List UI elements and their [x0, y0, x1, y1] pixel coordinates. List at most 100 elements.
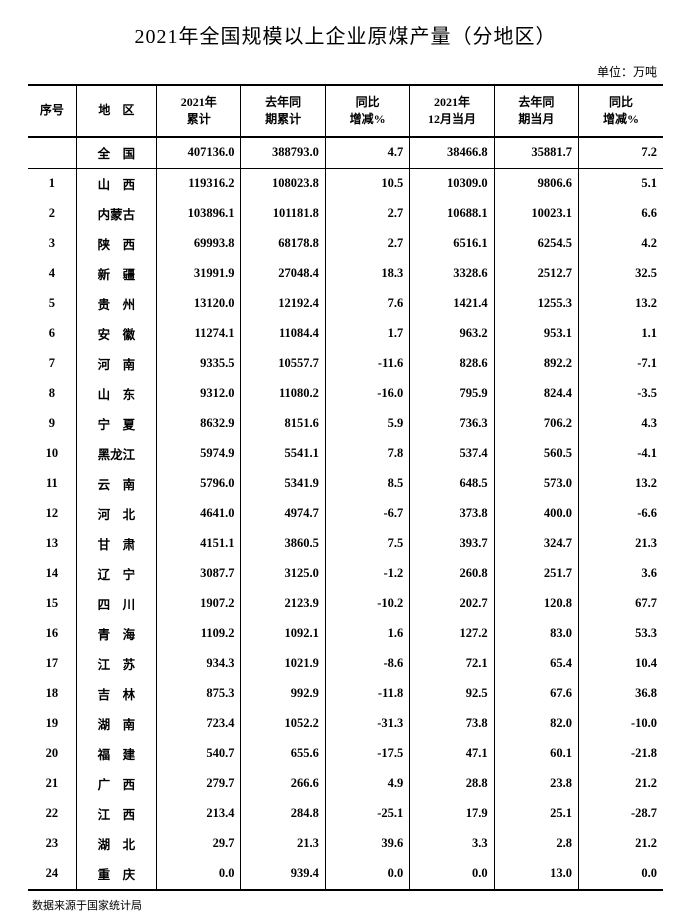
cell-region: 四 川 — [76, 589, 156, 619]
cell-cumprev: 5541.1 — [241, 439, 325, 469]
cell-idx: 18 — [28, 679, 76, 709]
cell-region: 山 西 — [76, 168, 156, 199]
cell-yoydec: -3.5 — [579, 379, 663, 409]
cell-cumprev: 939.4 — [241, 859, 325, 890]
cell-cum2021: 9312.0 — [157, 379, 241, 409]
cell-idx — [28, 137, 76, 169]
cell-idx: 23 — [28, 829, 76, 859]
cell-cumprev: 10557.7 — [241, 349, 325, 379]
cell-decprev: 560.5 — [494, 439, 578, 469]
table-row: 10黑龙江5974.95541.17.8537.4560.5-4.1 — [28, 439, 663, 469]
cell-decprev: 35881.7 — [494, 137, 578, 169]
page-title: 2021年全国规模以上企业原煤产量（分地区） — [28, 20, 663, 49]
cell-region: 河 南 — [76, 349, 156, 379]
col-decprev: 去年同 期当月 — [494, 85, 578, 137]
cell-yoycum: -1.2 — [325, 559, 409, 589]
table-row: 2内蒙古103896.1101181.82.710688.110023.16.6 — [28, 199, 663, 229]
cell-dec2021: 0.0 — [410, 859, 494, 890]
cell-cumprev: 1092.1 — [241, 619, 325, 649]
cell-yoycum: -6.7 — [325, 499, 409, 529]
cell-cum2021: 0.0 — [157, 859, 241, 890]
cell-decprev: 573.0 — [494, 469, 578, 499]
cell-decprev: 10023.1 — [494, 199, 578, 229]
table-row: 23湖 北29.721.339.63.32.821.2 — [28, 829, 663, 859]
cell-yoydec: 5.1 — [579, 168, 663, 199]
cell-region: 江 苏 — [76, 649, 156, 679]
cell-cumprev: 8151.6 — [241, 409, 325, 439]
cell-region: 云 南 — [76, 469, 156, 499]
cell-decprev: 2.8 — [494, 829, 578, 859]
cell-cumprev: 27048.4 — [241, 259, 325, 289]
cell-region: 辽 宁 — [76, 559, 156, 589]
cell-region: 山 东 — [76, 379, 156, 409]
cell-cum2021: 5796.0 — [157, 469, 241, 499]
cell-cum2021: 4641.0 — [157, 499, 241, 529]
cell-cum2021: 11274.1 — [157, 319, 241, 349]
cell-region: 黑龙江 — [76, 439, 156, 469]
unit-label: 单位：万吨 — [28, 63, 663, 80]
cell-yoydec: 21.2 — [579, 769, 663, 799]
cell-yoydec: 21.2 — [579, 829, 663, 859]
cell-yoycum: -10.2 — [325, 589, 409, 619]
cell-yoydec: -4.1 — [579, 439, 663, 469]
cell-cumprev: 21.3 — [241, 829, 325, 859]
cell-yoycum: 18.3 — [325, 259, 409, 289]
cell-yoydec: 67.7 — [579, 589, 663, 619]
data-table: 序号 地 区 2021年 累计 去年同 期累计 同比 增减% 2021年 12月… — [28, 84, 663, 891]
cell-region: 全 国 — [76, 137, 156, 169]
cell-region: 甘 肃 — [76, 529, 156, 559]
cell-dec2021: 736.3 — [410, 409, 494, 439]
cell-decprev: 65.4 — [494, 649, 578, 679]
cell-yoycum: 5.9 — [325, 409, 409, 439]
cell-region: 广 西 — [76, 769, 156, 799]
cell-cum2021: 69993.8 — [157, 229, 241, 259]
cell-cumprev: 284.8 — [241, 799, 325, 829]
cell-decprev: 1255.3 — [494, 289, 578, 319]
cell-dec2021: 127.2 — [410, 619, 494, 649]
cell-region: 吉 林 — [76, 679, 156, 709]
cell-cumprev: 992.9 — [241, 679, 325, 709]
cell-dec2021: 648.5 — [410, 469, 494, 499]
cell-yoydec: -7.1 — [579, 349, 663, 379]
cell-yoycum: -25.1 — [325, 799, 409, 829]
cell-cumprev: 11084.4 — [241, 319, 325, 349]
cell-region: 福 建 — [76, 739, 156, 769]
cell-dec2021: 3328.6 — [410, 259, 494, 289]
cell-dec2021: 828.6 — [410, 349, 494, 379]
cell-idx: 3 — [28, 229, 76, 259]
cell-region: 青 海 — [76, 619, 156, 649]
cell-region: 新 疆 — [76, 259, 156, 289]
cell-idx: 19 — [28, 709, 76, 739]
cell-decprev: 2512.7 — [494, 259, 578, 289]
cell-cumprev: 11080.2 — [241, 379, 325, 409]
cell-yoydec: 4.3 — [579, 409, 663, 439]
table-row: 6安 徽11274.111084.41.7963.2953.11.1 — [28, 319, 663, 349]
cell-decprev: 9806.6 — [494, 168, 578, 199]
cell-cum2021: 29.7 — [157, 829, 241, 859]
cell-yoycum: -17.5 — [325, 739, 409, 769]
cell-cum2021: 723.4 — [157, 709, 241, 739]
cell-dec2021: 6516.1 — [410, 229, 494, 259]
cell-yoycum: -8.6 — [325, 649, 409, 679]
cell-cumprev: 101181.8 — [241, 199, 325, 229]
cell-cumprev: 3125.0 — [241, 559, 325, 589]
table-row: 17江 苏934.31021.9-8.672.165.410.4 — [28, 649, 663, 679]
table-row: 20福 建540.7655.6-17.547.160.1-21.8 — [28, 739, 663, 769]
cell-yoycum: 7.6 — [325, 289, 409, 319]
cell-dec2021: 38466.8 — [410, 137, 494, 169]
cell-decprev: 13.0 — [494, 859, 578, 890]
cell-yoycum: 4.7 — [325, 137, 409, 169]
col-cum2021: 2021年 累计 — [157, 85, 241, 137]
cell-decprev: 23.8 — [494, 769, 578, 799]
cell-cumprev: 388793.0 — [241, 137, 325, 169]
cell-dec2021: 537.4 — [410, 439, 494, 469]
cell-region: 宁 夏 — [76, 409, 156, 439]
cell-idx: 9 — [28, 409, 76, 439]
cell-idx: 15 — [28, 589, 76, 619]
cell-yoydec: -6.6 — [579, 499, 663, 529]
cell-idx: 16 — [28, 619, 76, 649]
cell-cum2021: 540.7 — [157, 739, 241, 769]
cell-cumprev: 1052.2 — [241, 709, 325, 739]
cell-dec2021: 202.7 — [410, 589, 494, 619]
cell-cumprev: 108023.8 — [241, 168, 325, 199]
